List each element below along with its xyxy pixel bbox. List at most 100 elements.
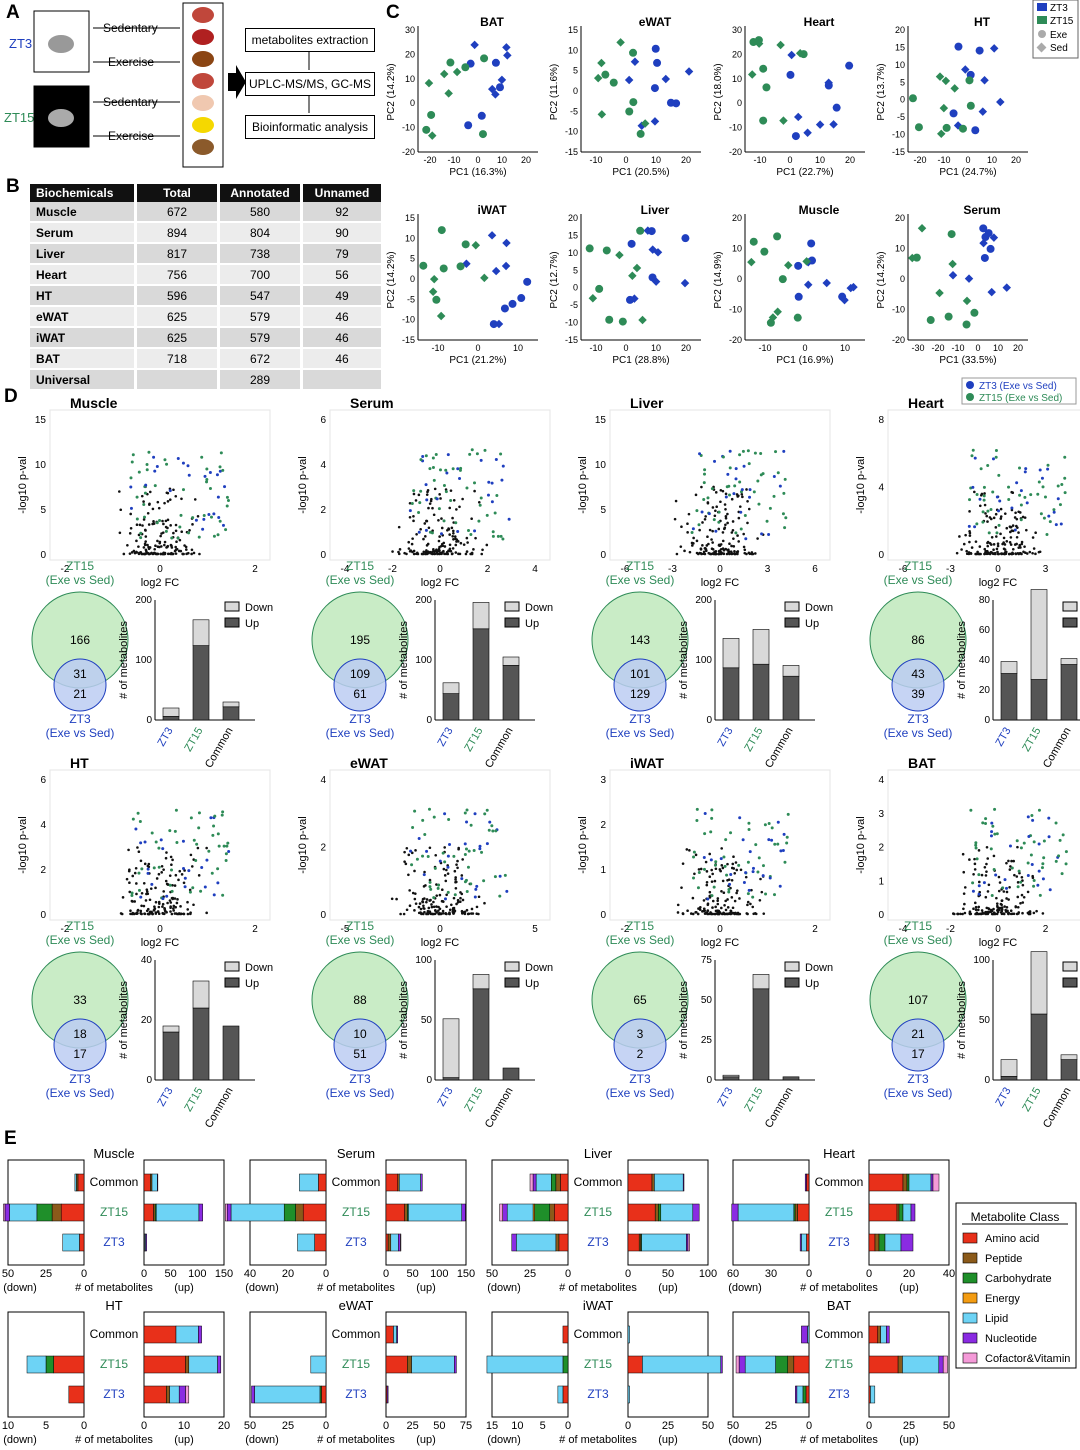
- up-label: (up): [658, 1434, 678, 1446]
- volcano-point: [437, 909, 440, 912]
- venn-circle-zt3: [333, 658, 387, 712]
- volcano-point: [732, 492, 736, 496]
- volcano-point: [1007, 898, 1010, 901]
- volcano-point: [399, 912, 402, 916]
- volcano-point: [439, 544, 443, 548]
- pca-point: [471, 241, 481, 250]
- volcano-point: [467, 849, 471, 853]
- cell: 625: [135, 327, 220, 349]
- volcano-point: [736, 552, 739, 556]
- panel-letter-b: B: [6, 176, 20, 197]
- volcano-point: [728, 882, 732, 886]
- volcano-point: [720, 864, 724, 867]
- volcano-point: [154, 886, 157, 890]
- up-seg: [175, 1325, 199, 1344]
- volcano-point: [703, 468, 707, 472]
- volcano-point: [417, 493, 421, 497]
- volcano-point: [159, 838, 163, 842]
- venn-top-label: ZT15: [626, 559, 654, 573]
- volcano-point: [426, 909, 430, 913]
- volcano-point: [134, 866, 138, 870]
- volcano-point: [746, 860, 750, 864]
- volcano-point: [454, 880, 457, 884]
- volcano-point: [997, 509, 1001, 513]
- volcano-point: [221, 810, 225, 814]
- y-label: PC2 (11.6%): [549, 64, 560, 121]
- up-seg: [386, 1385, 389, 1404]
- down-seg: [511, 1233, 517, 1252]
- volcano-point: [783, 477, 787, 481]
- volcano-point: [778, 884, 782, 888]
- volcano-point: [194, 859, 198, 863]
- volcano-point: [179, 905, 182, 908]
- volcano-point: [965, 552, 969, 556]
- y-tick: 20: [405, 49, 415, 59]
- volcano-point: [730, 896, 734, 899]
- volcano-point: [980, 492, 984, 496]
- down-seg: [555, 1233, 560, 1252]
- volcano-point: [451, 547, 455, 550]
- volcano-point: [726, 906, 730, 909]
- pca-title: Heart: [804, 15, 835, 29]
- y-tick: 10: [35, 460, 47, 471]
- volcano-point: [995, 535, 998, 538]
- volcano-point: [451, 516, 454, 520]
- legend-down: Down: [245, 602, 273, 614]
- y-tick: 2: [40, 865, 46, 876]
- volcano-point: [748, 495, 752, 499]
- bar-category: Common: [203, 1086, 236, 1131]
- venn-bottom-label: ZT3: [349, 712, 371, 726]
- volcano-point: [996, 544, 1000, 548]
- x-tick: 10: [497, 155, 507, 165]
- cell: 289: [218, 369, 303, 391]
- volcano-point: [713, 514, 717, 518]
- volcano-point: [1021, 515, 1025, 519]
- volcano-point: [161, 912, 165, 916]
- volcano-point: [1060, 872, 1064, 876]
- volcano-point: [459, 900, 462, 904]
- volcano-point: [708, 875, 712, 879]
- volcano-point: [1058, 503, 1062, 507]
- volcano-point: [137, 545, 140, 548]
- volcano-point: [700, 510, 704, 514]
- volcano-point: [724, 908, 728, 912]
- volcano-point: [756, 870, 760, 874]
- mouse-icon: [48, 109, 74, 127]
- volcano-point: [1021, 901, 1025, 904]
- x-tick: -20: [913, 155, 926, 165]
- bar-y-label: # of metabolites: [678, 621, 690, 699]
- x-label: log2 FC: [979, 577, 1018, 589]
- volcano-point: [164, 909, 167, 913]
- volcano-point: [164, 525, 168, 529]
- volcano-point: [185, 552, 188, 556]
- x-tick: 0: [787, 155, 792, 165]
- volcano-point: [414, 902, 418, 905]
- bar-y-tick: 0: [706, 715, 712, 726]
- volcano-point: [224, 528, 228, 532]
- volcano-point: [955, 551, 959, 555]
- volcano-point: [1002, 890, 1006, 893]
- up-label: (up): [416, 1434, 436, 1446]
- down-seg: [557, 1385, 564, 1404]
- venn-bottom-label: ZT3: [69, 1072, 91, 1086]
- volcano-title: eWAT: [350, 755, 388, 771]
- volcano-point: [224, 858, 228, 862]
- volcano-point: [188, 888, 192, 892]
- class-swatch: [962, 1292, 978, 1304]
- volcano-point: [1019, 503, 1023, 507]
- volcano-point: [138, 820, 142, 824]
- up-seg: [654, 1203, 659, 1222]
- x-tick: -2: [946, 924, 955, 935]
- pca-point: [503, 51, 512, 60]
- volcano-point: [466, 912, 470, 916]
- volcano-point: [453, 535, 457, 538]
- pca-point: [647, 227, 656, 236]
- y-tick: -10: [892, 130, 905, 140]
- cell: [301, 369, 384, 391]
- row-label: ZT3: [828, 1235, 850, 1249]
- volcano-point: [985, 845, 989, 849]
- volcano-point: [191, 886, 195, 890]
- volcano-point: [785, 841, 789, 845]
- y-tick: -5: [897, 112, 905, 122]
- volcano-point: [720, 906, 723, 910]
